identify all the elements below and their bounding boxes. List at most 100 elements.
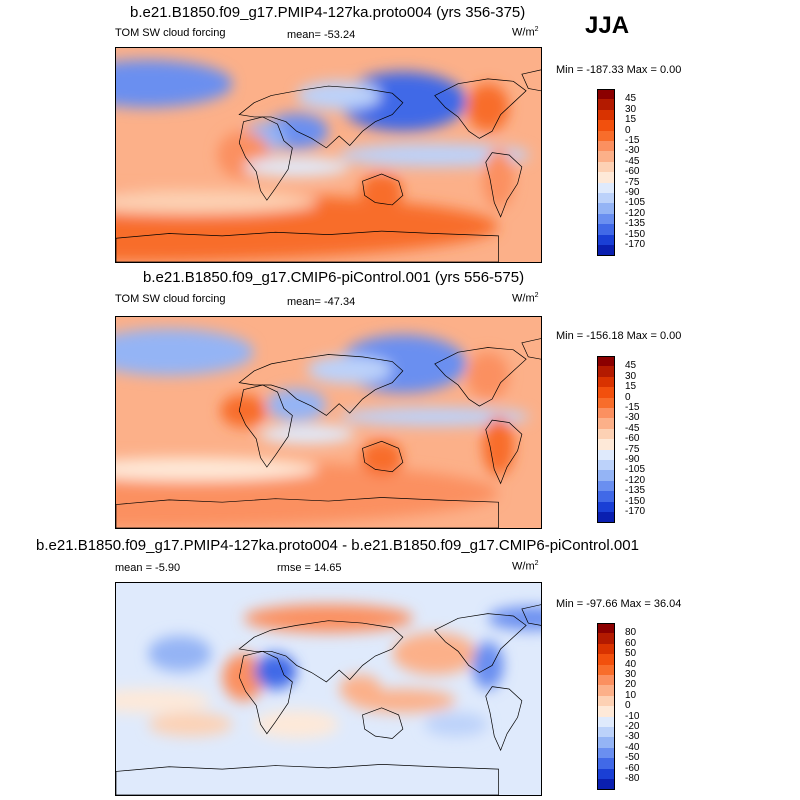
colorbar-tick-label: 80 — [625, 627, 637, 639]
panel-2-minmax: Min = -156.18 Max = 0.00 — [556, 330, 682, 342]
map-field — [116, 317, 541, 528]
colorbar-box — [597, 99, 615, 111]
colorbar-box — [597, 512, 615, 523]
colorbar-box — [597, 397, 615, 409]
colorbar-box — [597, 501, 615, 513]
colorbar-tick-label: -15 — [625, 135, 640, 146]
panel-2-mean: mean= -47.34 — [287, 296, 356, 308]
colorbar-box — [597, 623, 615, 634]
colorbar-box — [597, 727, 615, 738]
colorbar-tick-label: -60 — [625, 433, 640, 445]
colorbar-tick-label: -120 — [625, 474, 646, 486]
colorbar-tick-label: -60 — [625, 166, 640, 178]
colorbar-box — [597, 245, 615, 256]
colorbar-box — [597, 234, 615, 246]
colorbar-tick-label: 45 — [625, 360, 637, 372]
colorbar-box — [597, 172, 615, 184]
colorbar-tick-label: -50 — [625, 752, 640, 764]
colorbar-box — [597, 643, 615, 655]
colorbar-box — [597, 182, 615, 194]
colorbar-tick-label: 0 — [625, 700, 631, 712]
panel-2-title: b.e21.B1850.f09_g17.CMIP6-piControl.001 … — [143, 269, 525, 286]
panel-3-rmse: rmse = 14.65 — [277, 562, 342, 574]
panel-1-mean: mean= -53.24 — [287, 29, 356, 41]
colorbar-tick-label: -150 — [625, 495, 646, 507]
colorbar-box — [597, 213, 615, 225]
colorbar-tick-label: 40 — [625, 658, 637, 670]
colorbar-tick-label: -105 — [625, 464, 646, 476]
colorbar-box — [597, 685, 615, 697]
colorbar-tick-label: -45 — [625, 155, 640, 167]
colorbar-box — [597, 460, 615, 471]
colorbar-box — [597, 89, 615, 100]
colorbar-tick-label: -30 — [625, 145, 640, 157]
colorbar-tick-label: -135 — [625, 218, 646, 230]
colorbar-box — [597, 120, 615, 132]
colorbar-box — [597, 151, 615, 163]
panel-2-map — [115, 316, 542, 529]
colorbar-box — [597, 737, 615, 749]
colorbar-tick-label: -15 — [625, 402, 640, 413]
colorbar-box — [597, 480, 615, 492]
colorbar-box — [597, 193, 615, 204]
map-field — [116, 48, 541, 262]
colorbar-box — [597, 758, 615, 770]
panel-2-variable-label: TOM SW cloud forcing — [115, 293, 226, 305]
colorbar-tick-label: -40 — [625, 741, 640, 753]
colorbar-box — [597, 716, 615, 728]
panel-3-title: b.e21.B1850.f09_g17.PMIP4-127ka.proto004… — [36, 537, 639, 554]
colorbar-box — [597, 408, 615, 419]
colorbar-box — [597, 654, 615, 666]
colorbar-box — [597, 664, 615, 676]
colorbar-tick-label: -30 — [625, 412, 640, 424]
colorbar-tick-label: 10 — [625, 689, 637, 701]
colorbar-tick-label: -75 — [625, 443, 640, 455]
colorbar-tick-label: 30 — [625, 370, 637, 382]
colorbar-box — [597, 356, 615, 367]
colorbar-tick-label: -30 — [625, 731, 640, 743]
colorbar-tick-label: 45 — [625, 93, 637, 105]
panel-3-map — [115, 582, 542, 796]
colorbar-tick-label: -45 — [625, 422, 640, 434]
panel-1-units: W/m2 — [512, 26, 539, 39]
colorbar-tick-label: 15 — [625, 381, 637, 393]
colorbar-box — [597, 141, 615, 152]
colorbar-tick-label: 50 — [625, 648, 637, 660]
colorbar-tick-label: 30 — [625, 669, 637, 680]
colorbar-tick-label: -105 — [625, 197, 646, 209]
colorbar-tick-label: -170 — [625, 239, 646, 250]
colorbar-box — [597, 203, 615, 215]
panel-1-minmax: Min = -187.33 Max = 0.00 — [556, 64, 682, 76]
colorbar-box — [597, 161, 615, 173]
colorbar-box — [597, 130, 615, 142]
panel-1-map — [115, 47, 542, 263]
colorbar-box — [597, 675, 615, 686]
colorbar-tick-label: 30 — [625, 103, 637, 115]
colorbar-tick-label: -120 — [625, 207, 646, 219]
colorbar-box — [597, 779, 615, 790]
colorbar-box — [597, 439, 615, 451]
colorbar-box — [597, 387, 615, 399]
colorbar-box — [597, 491, 615, 503]
colorbar-box — [597, 470, 615, 482]
panel-2-units: W/m2 — [512, 292, 539, 305]
colorbar-tick-label: -90 — [625, 187, 640, 198]
colorbar-box — [597, 449, 615, 461]
colorbar-box — [597, 376, 615, 388]
colorbar-box — [597, 109, 615, 121]
colorbar-box — [597, 706, 615, 718]
colorbar-box — [597, 633, 615, 645]
panel-3-minmax: Min = -97.66 Max = 36.04 — [556, 598, 682, 610]
panel-1-variable-label: TOM SW cloud forcing — [115, 27, 226, 39]
colorbar-tick-label: -60 — [625, 762, 640, 774]
colorbar-tick-label: 0 — [625, 391, 631, 403]
colorbar-box — [597, 768, 615, 780]
panel-1-title: b.e21.B1850.f09_g17.PMIP4-127ka.proto004… — [130, 4, 526, 21]
colorbar-tick-label: -170 — [625, 506, 646, 517]
colorbar-box — [597, 366, 615, 378]
colorbar-tick-label: -20 — [625, 721, 640, 732]
panel-3-mean: mean = -5.90 — [115, 562, 181, 574]
colorbar-tick-label: 0 — [625, 124, 631, 136]
map-field — [116, 583, 541, 795]
panel-3-units: W/m2 — [512, 560, 539, 573]
